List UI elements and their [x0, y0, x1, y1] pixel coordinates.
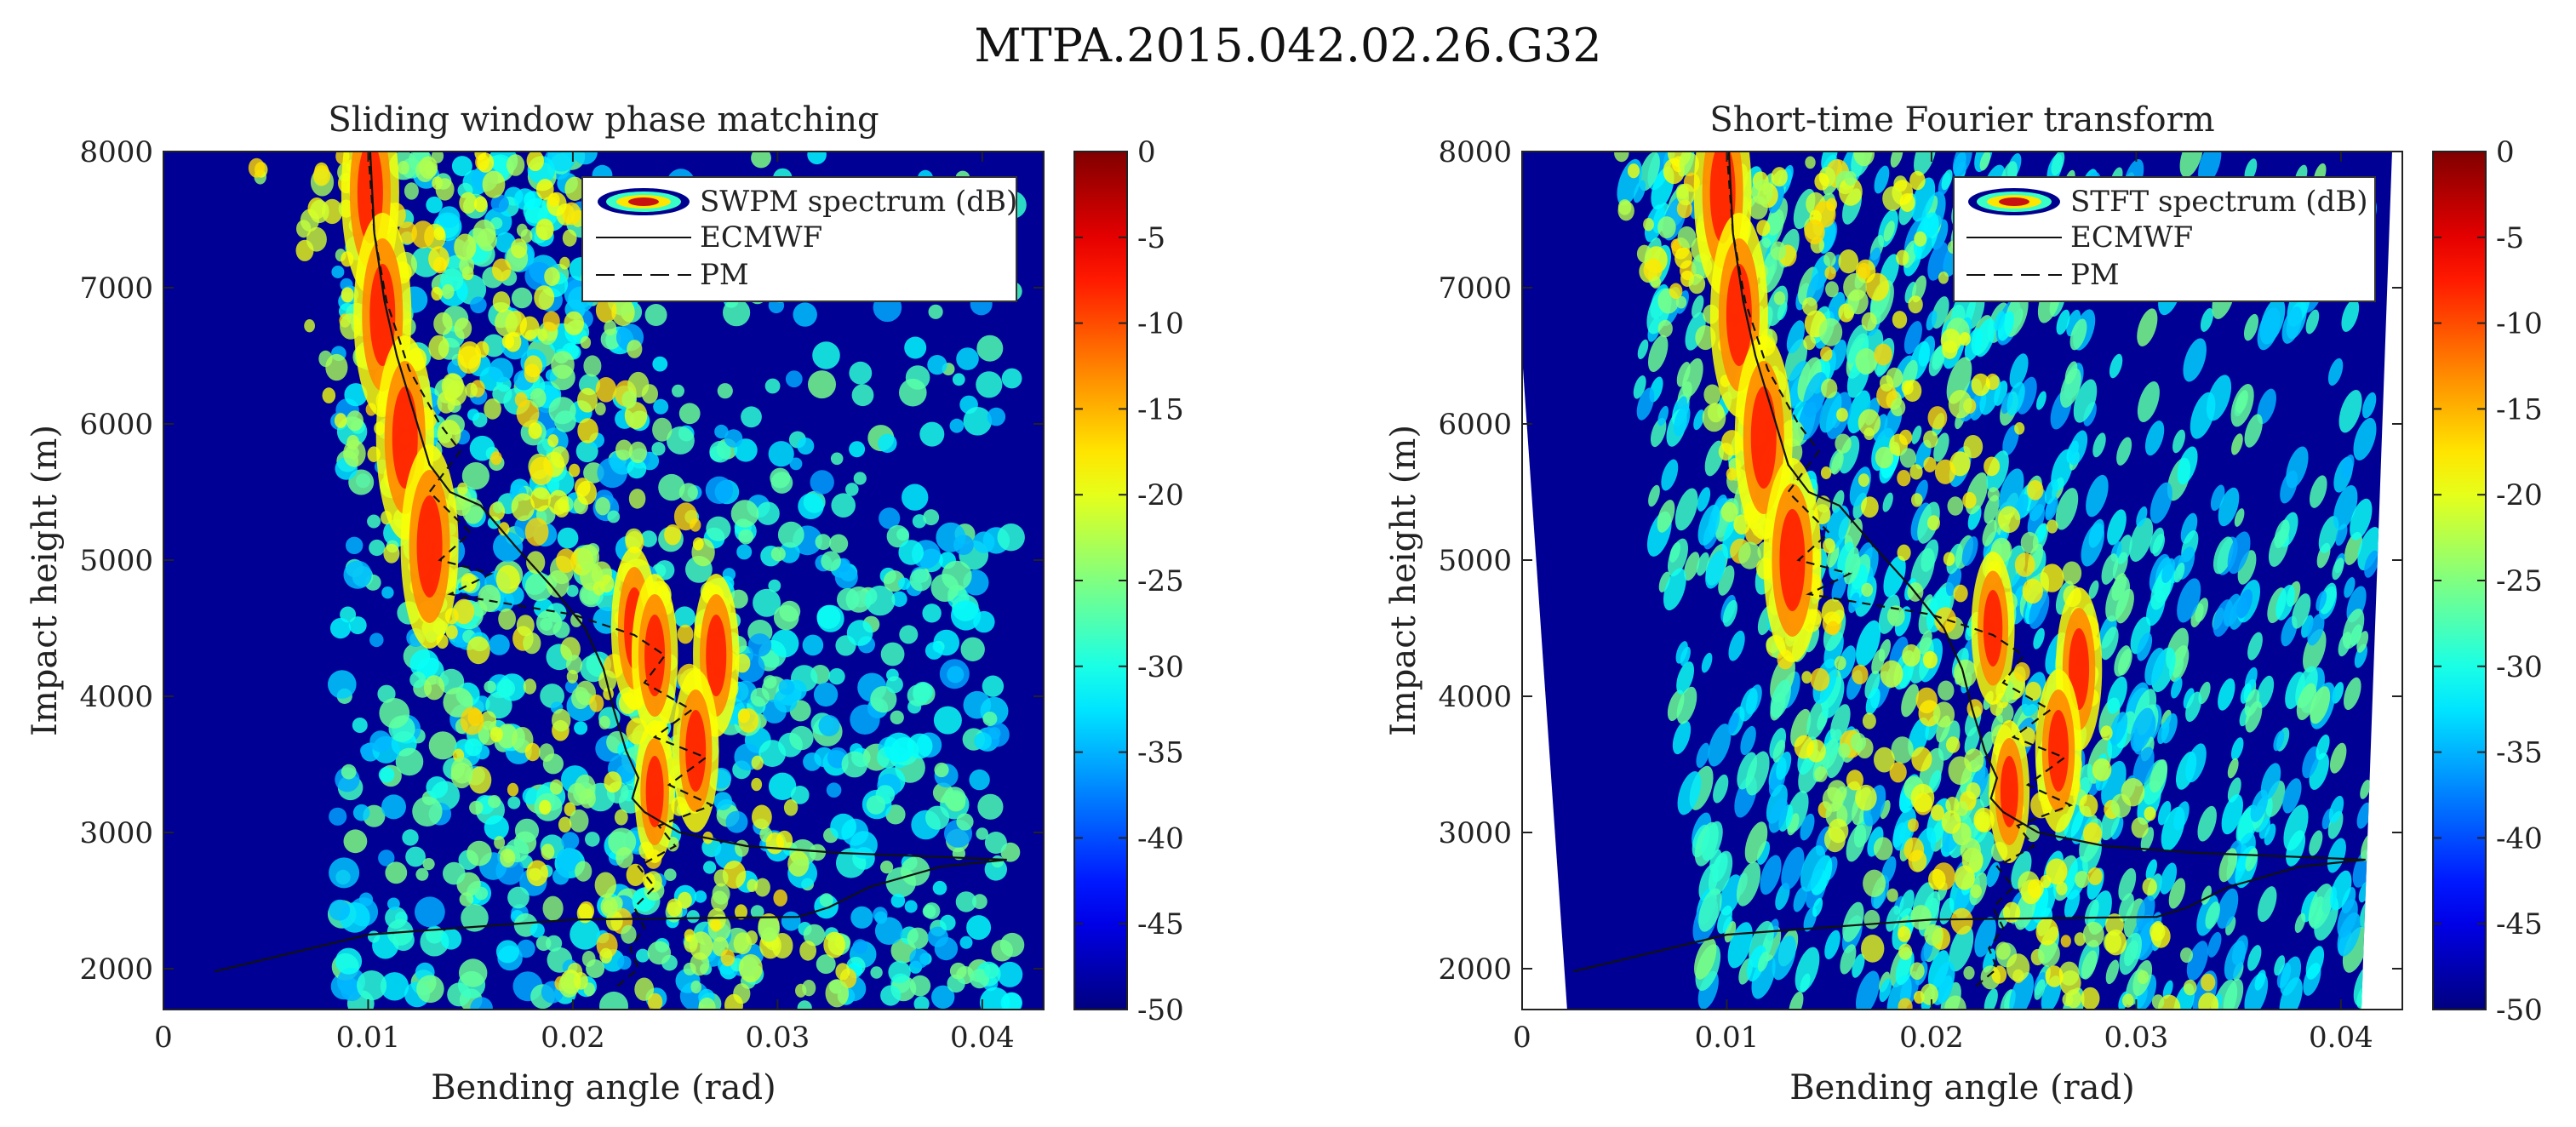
- swpm-x-axis: 0 0.01 0.02 0.03 0.04: [154, 152, 1015, 1055]
- stft-legend: STFT spectrum (dB) ECMWF PM: [1953, 176, 2376, 302]
- swpm-colorbar-tick-label: -35: [1137, 736, 1184, 770]
- swpm-colorbar-tick-label: -20: [1137, 478, 1184, 512]
- stft-colorbar-tick-label: -45: [2496, 907, 2543, 941]
- swpm-ytick-label: 8000: [79, 135, 153, 169]
- stft-pm-line: [1726, 151, 2074, 990]
- stft-xtick-label: 0.02: [1899, 1021, 1964, 1055]
- stft-colorbar-ticks: 0 -5 -10 -15 -20 -25 -30 -35 -40 -45 -50: [2433, 135, 2543, 1027]
- swpm-colorbar-tick-label: -45: [1137, 907, 1184, 941]
- swpm-colorbar-tick-label: -40: [1137, 821, 1184, 855]
- swpm-ytick-label: 5000: [79, 544, 153, 578]
- stft-panel: Short-time Fourier transform 0 0.01 0.02 0.…: [1384, 100, 2543, 1107]
- stft-colorbar-tick-label: -30: [2496, 650, 2543, 684]
- stft-colorbar-tick-label: -20: [2496, 478, 2543, 512]
- stft-spectrum-ridges: [1693, 152, 2103, 863]
- swpm-colorbar-tick-label: -25: [1137, 564, 1184, 598]
- swpm-legend-label-pm: PM: [700, 258, 749, 292]
- stft-xlabel: Bending angle (rad): [1789, 1068, 2135, 1107]
- stft-colorbar-tick-label: -25: [2496, 564, 2543, 598]
- swpm-legend-spectrum-swatch: [598, 188, 690, 215]
- swpm-xtick-label: 0: [154, 1021, 173, 1055]
- swpm-ytick-label: 7000: [79, 272, 153, 306]
- stft-colorbar-tick-label: -50: [2496, 993, 2543, 1027]
- stft-ytick-label: 7000: [1438, 272, 1512, 306]
- stft-xtick-label: 0.04: [2309, 1021, 2373, 1055]
- swpm-colorbar-tick-label: 0: [1137, 135, 1156, 169]
- stft-legend-spectrum-swatch: [1968, 188, 2060, 215]
- stft-xtick-label: 0: [1513, 1021, 1531, 1055]
- swpm-title: Sliding window phase matching: [328, 100, 879, 140]
- stft-colorbar-tick-label: -5: [2496, 221, 2524, 255]
- swpm-axes-box: [163, 151, 1045, 1010]
- stft-ytick-label: 5000: [1438, 544, 1512, 578]
- stft-x-axis: 0 0.01 0.02 0.03 0.04: [1513, 152, 2373, 1055]
- swpm-spectrum-ridges: [341, 152, 740, 863]
- stft-axes-box: [1521, 151, 2403, 1010]
- swpm-legend: SWPM spectrum (dB) ECMWF PM: [581, 176, 1017, 302]
- stft-xtick-label: 0.01: [1695, 1021, 1760, 1055]
- stft-ecmwf-line: [1572, 151, 2366, 973]
- stft-overlay-lines: [1572, 151, 2366, 990]
- stft-ytick-label: 4000: [1438, 680, 1512, 714]
- stft-colorbar-tick-label: -40: [2496, 821, 2543, 855]
- swpm-legend-label-ecmwf: ECMWF: [700, 220, 822, 255]
- swpm-ylabel: Impact height (m): [26, 425, 65, 736]
- stft-colorbar-tick-label: -35: [2496, 736, 2543, 770]
- stft-colorbar-tick-label: 0: [2496, 135, 2515, 169]
- stft-legend-label-ecmwf: ECMWF: [2070, 220, 2193, 255]
- swpm-panel: Sliding window phase matching 0 0.01 0.02 0…: [26, 100, 1184, 1107]
- swpm-y-axis: 2000 3000 4000 5000 6000 7000 8000: [79, 135, 1044, 987]
- swpm-colorbar: [1073, 151, 1128, 1010]
- swpm-ytick-label: 4000: [79, 680, 153, 714]
- stft-y-axis: 2000 3000 4000 5000 6000 7000 8000: [1438, 135, 2402, 987]
- stft-xtick-label: 0.03: [2104, 1021, 2169, 1055]
- swpm-pm-line: [367, 151, 715, 990]
- swpm-colorbar-tick-label: -30: [1137, 650, 1184, 684]
- swpm-colorbar-tick-label: -10: [1137, 307, 1184, 341]
- swpm-colorbar-ticks: 0 -5 -10 -15 -20 -25 -30 -35 -40 -45 -50: [1074, 135, 1184, 1027]
- swpm-colorbar-tick-label: -5: [1137, 221, 1165, 255]
- stft-ytick-label: 2000: [1438, 953, 1512, 987]
- stft-legend-label-spectrum: STFT spectrum (dB): [2070, 185, 2368, 219]
- swpm-legend-label-spectrum: SWPM spectrum (dB): [700, 185, 1017, 219]
- stft-colorbar-tick-label: -10: [2496, 307, 2543, 341]
- swpm-xlabel: Bending angle (rad): [431, 1068, 776, 1107]
- swpm-xtick-label: 0.04: [950, 1021, 1015, 1055]
- stft-ylabel: Impact height (m): [1384, 425, 1423, 736]
- stft-colorbar-tick-label: -15: [2496, 392, 2543, 426]
- swpm-overlay-lines: [214, 151, 1007, 990]
- swpm-xtick-label: 0.02: [541, 1021, 605, 1055]
- swpm-xtick-label: 0.03: [746, 1021, 810, 1055]
- page-title: MTPA.2015.042.02.26.G32: [974, 19, 1602, 72]
- stft-ytick-label: 3000: [1438, 816, 1512, 850]
- stft-legend-label-pm: PM: [2070, 258, 2120, 292]
- swpm-xtick-label: 0.01: [336, 1021, 401, 1055]
- swpm-ecmwf-line: [214, 151, 1007, 973]
- swpm-ytick-label: 3000: [79, 816, 153, 850]
- swpm-ytick-label: 2000: [79, 953, 153, 987]
- stft-colorbar: [2432, 151, 2487, 1010]
- stft-ytick-label: 6000: [1438, 408, 1512, 442]
- stft-ytick-label: 8000: [1438, 135, 1512, 169]
- swpm-colorbar-tick-label: -50: [1137, 993, 1184, 1027]
- swpm-colorbar-tick-label: -15: [1137, 392, 1184, 426]
- stft-title: Short-time Fourier transform: [1709, 100, 2214, 140]
- swpm-ytick-label: 6000: [79, 408, 153, 442]
